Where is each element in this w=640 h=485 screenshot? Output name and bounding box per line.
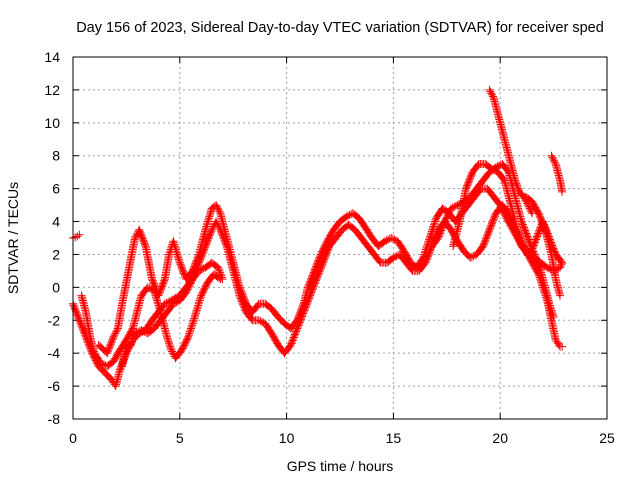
- data-series-track-3: [77, 270, 225, 371]
- chart-title: Day 156 of 2023, Sidereal Day-to-day VTE…: [76, 20, 604, 36]
- y-tick-label: -8: [48, 411, 61, 427]
- data-series-track-2: [69, 258, 227, 391]
- data-markers: [521, 192, 564, 300]
- y-tick-label: 6: [52, 181, 60, 197]
- y-tick-label: 4: [52, 214, 60, 230]
- y-tick-label: -2: [48, 312, 61, 328]
- data-layer: [69, 85, 567, 391]
- y-axis-label: SDTVAR / TECUs: [5, 182, 21, 294]
- y-tick-label: -6: [48, 378, 61, 394]
- y-tick-label: 8: [52, 148, 60, 164]
- y-tick-label: -4: [48, 345, 61, 361]
- x-tick-label: 5: [176, 430, 184, 446]
- data-markers: [69, 258, 227, 391]
- x-tick-label: 10: [279, 430, 295, 446]
- x-tick-label: 20: [492, 430, 508, 446]
- data-series-track-9: [547, 151, 567, 196]
- y-tick-label: 0: [52, 279, 60, 295]
- y-tick-label: 12: [44, 82, 60, 98]
- data-markers: [547, 151, 567, 196]
- x-tick-label: 15: [386, 430, 402, 446]
- x-tick-label: 0: [69, 430, 77, 446]
- data-markers: [69, 230, 84, 242]
- plot-border: [72, 56, 608, 420]
- y-tick-label: 10: [44, 115, 60, 131]
- y-tick-label: 2: [52, 246, 60, 262]
- y-tick-label: 14: [44, 49, 60, 65]
- x-axis-label: GPS time / hours: [287, 458, 394, 474]
- tick-layer: 0 5 10 15 20 25 -8 -6 -4 -2 0 2 4 6 8 10 12 14: [44, 49, 615, 446]
- data-series-track-10: [521, 192, 564, 300]
- x-tick-label: 25: [599, 430, 615, 446]
- data-markers: [77, 270, 225, 371]
- data-series-track-1: [69, 230, 84, 242]
